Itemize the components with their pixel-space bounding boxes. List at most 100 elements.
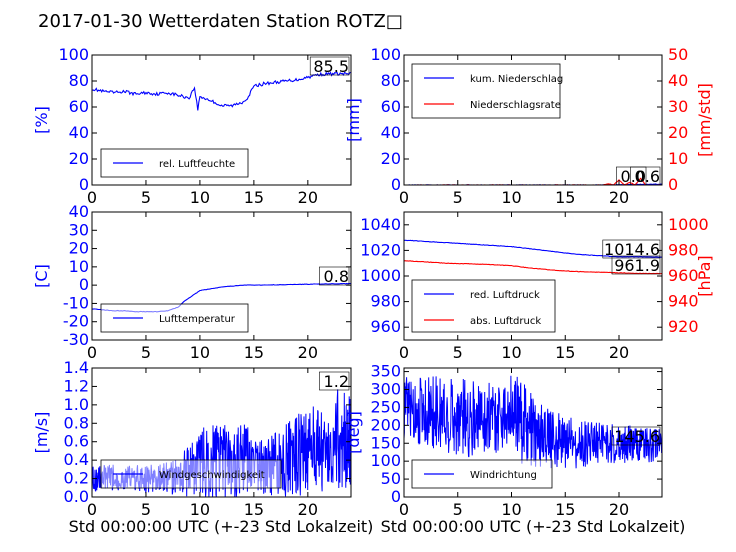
value-annotation-precip: 0.6 [635,167,660,186]
x-tick-label: 0 [87,188,97,207]
y-tick-label: 10 [69,257,89,276]
value-annotation-pressure: 961.9 [614,256,660,275]
y-tick-label: 0.0 [64,487,89,506]
plot-frame-windspeed [91,367,352,498]
y-tick-label: 0.6 [64,432,89,451]
y-tick-label: 350 [370,362,401,381]
x-tick-label: 0 [87,343,97,362]
y-right-tick-label: 10 [668,149,688,168]
y-axis-label-temp: [C] [32,264,51,288]
y-tick-label: 1.0 [64,395,89,414]
y-tick-label: 0 [79,175,89,194]
y-axis-label-humidity: [%] [32,106,51,134]
series-line-pressure-0 [404,239,662,258]
plot-frame-winddir [403,367,663,498]
legend-entry: abs. Luftdruck [470,316,541,327]
y-tick-label: 0 [391,175,401,194]
y-right-axis-label-precip: [mm/std] [695,83,714,157]
y-right-tick-label: 40 [668,71,688,90]
x-tick-label: 10 [190,188,210,207]
legend-winddir: Windrichtung [411,459,553,489]
plot-frame-temp [91,211,352,341]
x-tick-label: 15 [555,500,575,519]
x-tick-label: 5 [453,343,463,362]
figure-title: 2017-01-30 Wetterdaten Station ROTZ□ [38,11,403,32]
y-tick-label: 250 [370,397,401,416]
x-tick-label: 20 [609,500,629,519]
value-annotation-box [611,426,661,446]
value-annotation-temp: 0.8 [324,267,349,286]
y-tick-label: 40 [69,202,89,221]
y-axis-label-windspeed: [m/s] [32,412,51,454]
x-tick-label: 5 [141,500,151,519]
y-tick-label: 1.4 [64,358,89,377]
value-annotation-box [602,239,661,259]
y-axis-label-precip: [mm] [344,98,363,142]
y-tick-label: 300 [370,380,401,399]
y-right-tick-label: 940 [668,292,699,311]
y-right-tick-label: 20 [668,123,688,142]
y-right-tick-label: 980 [668,240,699,259]
series-line-winddir-0 [404,375,662,469]
y-axis-label-winddir: [deg] [344,411,363,454]
value-annotation-box [319,371,350,391]
plot-frame-precip [403,54,663,186]
y-tick-label: 200 [370,415,401,434]
series-line-pressure-1 [404,260,662,275]
x-tick-label: 10 [501,500,521,519]
y-tick-label: 1000 [360,266,401,285]
y-tick-label: 100 [370,451,401,470]
series-line-humidity-0 [92,71,351,111]
x-tick-label: 5 [141,188,151,207]
legend-temp: Lufttemperatur [100,303,249,333]
y-tick-label: 1040 [360,215,401,234]
legend-entry: kum. Niederschlag [470,74,563,85]
x-axis-label-left: Std 00:00:00 UTC (+-23 Std Lokalzeit) [69,517,374,536]
x-tick-label: 10 [190,343,210,362]
legend-frame [411,279,556,333]
y-tick-label: -30 [63,330,89,349]
value-annotation-winddir: 145.6 [614,427,660,446]
y-tick-label: 1.2 [64,376,89,395]
y-tick-label: 20 [69,149,89,168]
legend-pressure: red. Luftdruck abs. Luftdruck [411,279,556,333]
x-tick-label: 20 [609,343,629,362]
y-tick-label: 20 [69,239,89,258]
value-annotation-pressure: 1014.6 [604,240,660,259]
y-tick-label: 980 [370,292,401,311]
x-tick-label: 20 [609,188,629,207]
panel-pressure: 0 5 10 15 20 960 980 1000 1020 1040 920 940 960 980 10… [360,211,714,362]
y-tick-label: 60 [381,97,401,116]
y-tick-label: 0.8 [64,413,89,432]
legend-humidity: rel. Luftfeuchte [100,148,249,178]
y-tick-label: 0.2 [64,469,89,488]
x-tick-label: 0 [399,343,409,362]
x-tick-label: 5 [141,343,151,362]
value-annotation-box [630,166,661,186]
y-tick-label: 30 [69,220,89,239]
y-right-tick-label: 1000 [668,215,709,234]
y-tick-label: 0.4 [64,450,89,469]
y-right-tick-label: 960 [668,266,699,285]
y-tick-label: 0 [391,487,401,506]
legend-entry: Lufttemperatur [159,314,236,325]
legend-entry: rel. Luftfeuchte [159,159,235,170]
value-annotation-windspeed: 1.2 [324,372,349,391]
x-tick-label: 15 [555,188,575,207]
x-tick-label: 5 [453,188,463,207]
y-tick-label: 80 [69,71,89,90]
legend-entry: red. Luftdruck [470,290,540,301]
x-tick-label: 10 [190,500,210,519]
x-tick-label: 15 [244,188,264,207]
legend-entry: Niederschlagsrate [470,100,561,111]
y-tick-label: 150 [370,433,401,452]
value-annotation-humidity: 85.5 [313,57,349,76]
panel-windspeed: 0 5 10 15 200.00.20.40.60.81.01.21.4[m/s]Win… [32,358,352,519]
y-tick-label: -10 [63,293,89,312]
y-tick-label: 50 [381,469,401,488]
panel-winddir: 0 5 10 15 20050100150200250300350[deg]Windri… [344,362,663,519]
y-tick-label: 960 [370,317,401,336]
legend-windspeed: Windgeschwindigkeit [100,459,282,489]
